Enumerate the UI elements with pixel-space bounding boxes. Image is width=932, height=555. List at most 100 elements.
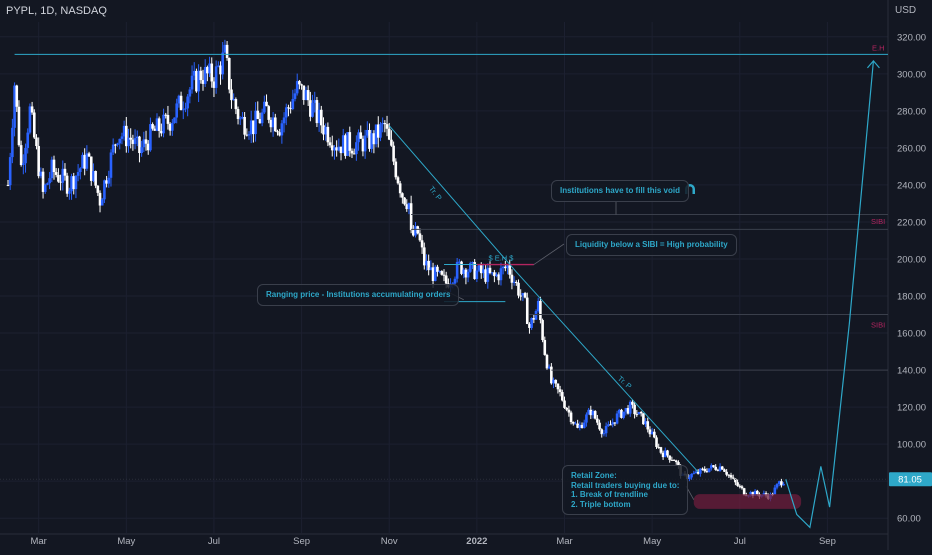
candle-body xyxy=(330,145,334,151)
candle-body xyxy=(370,133,373,149)
candle-body xyxy=(528,323,531,328)
candle-body xyxy=(444,275,448,284)
candle-body xyxy=(589,409,593,416)
candle-body xyxy=(773,487,777,495)
candle-body xyxy=(471,262,474,264)
projection-arrowhead xyxy=(866,59,880,69)
candle-body xyxy=(510,274,514,283)
candle-body xyxy=(506,265,509,269)
candle-body xyxy=(114,144,117,146)
candle-body xyxy=(690,473,693,478)
candle-body xyxy=(15,85,19,107)
y-tick-label: 280.00 xyxy=(897,106,926,117)
candle-body xyxy=(607,424,610,426)
candle-body xyxy=(458,261,461,263)
candle-body xyxy=(552,379,555,384)
candle-body xyxy=(497,274,501,281)
candle-body xyxy=(440,271,444,275)
candle-body xyxy=(615,413,619,424)
note-retail-zone[interactable]: Retail Zone: Retail traders buying due t… xyxy=(562,465,689,516)
candle-body xyxy=(335,147,338,151)
candle-body xyxy=(558,389,562,393)
candle-body xyxy=(361,138,365,152)
candle-body xyxy=(554,379,558,384)
trendline[interactable] xyxy=(388,125,699,473)
candle-body xyxy=(661,452,665,458)
candle-body xyxy=(247,134,251,136)
candle-body xyxy=(197,70,200,92)
candle-body xyxy=(122,125,126,137)
candle-body xyxy=(192,70,196,76)
x-tick-label: Sep xyxy=(819,536,836,547)
note-liquidity[interactable]: Liquidity below a SIBI = High probabilit… xyxy=(566,234,737,256)
candle-body xyxy=(350,150,354,154)
symbol-title[interactable]: PYPL, 1D, NASDAQ xyxy=(6,5,107,17)
candle-body xyxy=(591,411,595,416)
candle-body xyxy=(315,100,319,124)
candle-body xyxy=(751,492,755,496)
candle-body xyxy=(525,297,529,324)
candle-body xyxy=(306,90,310,101)
retail-zone[interactable] xyxy=(693,494,802,509)
candle-body xyxy=(677,462,680,466)
candle-body xyxy=(383,123,387,125)
candle-body xyxy=(46,183,49,185)
candle-body xyxy=(782,483,785,486)
candle-body xyxy=(736,482,739,486)
candle-body xyxy=(379,124,382,138)
trendline-label-1: Tr. P xyxy=(427,184,444,202)
candle-body xyxy=(468,263,472,272)
candle-body xyxy=(639,412,643,414)
x-tick-label: Jul xyxy=(734,536,746,547)
candle-body xyxy=(604,425,608,434)
candle-body xyxy=(252,120,255,135)
x-tick-label: 2022 xyxy=(466,536,487,547)
candle-body xyxy=(762,493,766,495)
candle-body xyxy=(672,459,676,461)
candle-body xyxy=(624,408,628,412)
candle-body xyxy=(65,175,69,194)
drawings[interactable]: E.H SIBI SIBI $ E.H $ Tr. P Tr. P xyxy=(0,43,888,529)
candle-body xyxy=(420,240,424,248)
note-ranging[interactable]: Ranging price - Institutions accumulatin… xyxy=(257,284,460,306)
candle-body xyxy=(666,450,669,456)
candle-body xyxy=(37,146,40,177)
candle-body xyxy=(225,44,229,59)
candle-body xyxy=(181,109,185,111)
candle-body xyxy=(94,170,97,186)
candle-body xyxy=(140,147,143,154)
candle-body xyxy=(107,177,111,184)
candle-body xyxy=(243,116,246,135)
candle-body xyxy=(309,100,312,117)
y-tick-label: 240.00 xyxy=(897,180,926,191)
candle-body xyxy=(43,184,47,192)
candle-body xyxy=(598,422,601,430)
candle-body xyxy=(398,183,402,194)
candle-body xyxy=(17,106,21,146)
last-price-label: 81.05 xyxy=(898,475,922,486)
candle-body xyxy=(352,153,356,155)
note-fill-void[interactable]: Institutions have to fill this void xyxy=(551,180,690,202)
candle-body xyxy=(705,471,709,473)
candle-body xyxy=(738,485,742,487)
equal-highs-mid-label: $ E.H $ xyxy=(488,254,514,263)
candle-body xyxy=(238,118,242,120)
candle-body xyxy=(473,262,476,279)
candle-body xyxy=(219,65,222,75)
candle-body xyxy=(357,132,360,143)
candle-body xyxy=(173,117,176,124)
candle-body xyxy=(295,81,299,94)
candle-body xyxy=(536,300,540,312)
candle-body xyxy=(729,475,733,478)
candle-body xyxy=(190,75,194,90)
candle-body xyxy=(593,411,597,419)
candle-body xyxy=(663,450,667,458)
candle-body xyxy=(633,404,636,415)
candle-body xyxy=(433,266,437,281)
projection-path[interactable] xyxy=(785,60,875,529)
candle-body xyxy=(477,265,481,271)
candle-body xyxy=(208,63,211,74)
